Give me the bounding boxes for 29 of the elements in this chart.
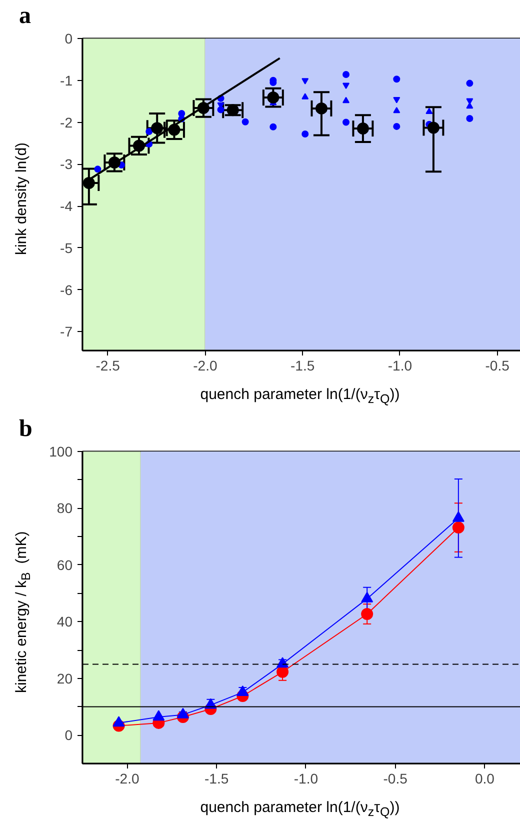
y-tick-label: -4 bbox=[60, 198, 73, 214]
text: a bbox=[19, 3, 31, 29]
x-axis-title: quench parameter ln(1/(ν$_{z}$τ$_{Q}$)) bbox=[199, 798, 401, 821]
y-axis-title: kink density ln(d) bbox=[12, 142, 31, 258]
y-tick-label: -3 bbox=[60, 156, 73, 172]
y-tick-label: 80 bbox=[56, 500, 73, 516]
x-tick-label: -1.0 bbox=[294, 770, 318, 786]
y-tick-label: -7 bbox=[60, 324, 73, 340]
y-tick-label: -5 bbox=[60, 240, 73, 256]
text: b bbox=[19, 416, 32, 442]
y-tick-label: 0 bbox=[64, 727, 73, 744]
y-tick-label: 60 bbox=[56, 556, 73, 573]
x-tick-label: -0.5 bbox=[383, 770, 408, 786]
x-tick-label: -1.0 bbox=[388, 358, 412, 374]
y-tick-label: -1 bbox=[60, 72, 73, 88]
x-tick-label: -2.0 bbox=[115, 770, 140, 786]
y-tick-label: -2 bbox=[60, 114, 73, 130]
y-tick-label: -6 bbox=[60, 282, 73, 298]
y-tick-label: 20 bbox=[56, 670, 73, 686]
x-tick-label: -1.5 bbox=[204, 770, 229, 786]
x-tick-label: -2.0 bbox=[193, 358, 218, 374]
x-tick-label: -0.5 bbox=[485, 358, 510, 374]
y-tick-label: 100 bbox=[49, 444, 73, 460]
x-axis-title: quench parameter ln(1/(ν$_{z}$τ$_{Q}$)) bbox=[199, 385, 401, 408]
x-tick-label: 0.0 bbox=[474, 770, 495, 786]
y-tick-label: 40 bbox=[56, 614, 73, 630]
x-tick-label: -1.5 bbox=[290, 358, 315, 374]
x-tick-label: -2.5 bbox=[96, 358, 120, 374]
y-tick-label: 0 bbox=[64, 30, 73, 46]
